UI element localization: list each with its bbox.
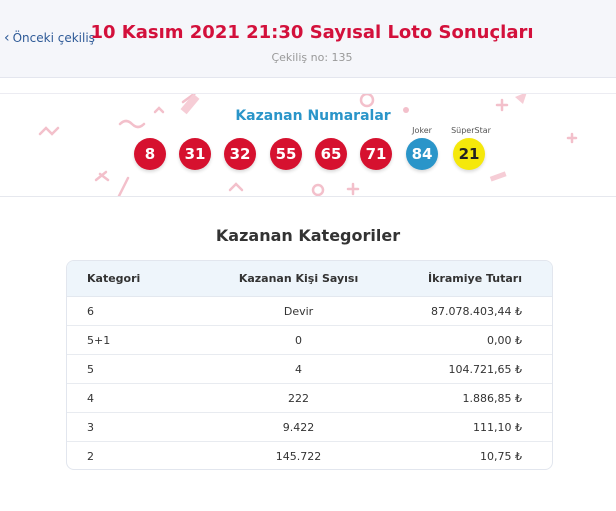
prize-categories-table: Kategori Kazanan Kişi Sayısı İkramiye Tu… xyxy=(66,260,553,470)
previous-draw-label: Önceki çekiliş xyxy=(12,31,95,45)
winning-numbers-heading: Kazanan Numaralar xyxy=(235,108,391,124)
cell-prize-amount: 1.886,85 ₺ xyxy=(462,391,522,405)
cell-category: 3 xyxy=(87,420,94,434)
table-row: 4 222 1.886,85 ₺ xyxy=(67,384,552,413)
header-prize-amount: İkramiye Tutarı xyxy=(428,272,522,285)
joker-ball: 84 xyxy=(406,138,438,170)
cell-winner-count: 222 xyxy=(288,391,310,405)
winning-ball-5: 65 xyxy=(315,138,347,170)
cell-category: 6 xyxy=(87,304,94,318)
winning-ball-6: 71 xyxy=(360,138,392,170)
winning-ball-2: 31 xyxy=(179,138,211,170)
cell-winner-count: 4 xyxy=(295,362,303,376)
cell-prize-amount: 87.078.403,44 ₺ xyxy=(431,304,522,318)
winning-ball-3: 32 xyxy=(224,138,256,170)
winning-numbers-panel: Kazanan Numaralar 8 31 32 55 65 71 Joker… xyxy=(0,93,616,197)
page-title: 10 Kasım 2021 21:30 Sayısal Loto Sonuçla… xyxy=(90,22,534,43)
cell-prize-amount: 111,10 ₺ xyxy=(473,420,522,434)
cell-prize-amount: 104.721,65 ₺ xyxy=(448,362,522,376)
cell-winner-count: Devir xyxy=(283,304,314,318)
joker-label: Joker xyxy=(412,126,432,135)
superstar-label: SüperStar xyxy=(451,126,491,135)
categories-title: Kazanan Kategoriler xyxy=(215,226,401,245)
previous-draw-link[interactable]: ‹ Önceki çekiliş xyxy=(4,31,95,45)
draw-number: Çekiliş no: 135 xyxy=(271,51,353,64)
winning-ball-1: 8 xyxy=(134,138,166,170)
table-row: 5+1 0 0,00 ₺ xyxy=(67,326,552,355)
table-row: 2 145.722 10,75 ₺ xyxy=(67,442,552,469)
cell-winner-count: 0 xyxy=(295,333,303,347)
cell-winner-count: 145.722 xyxy=(275,450,322,463)
superstar-ball: 21 xyxy=(453,138,485,170)
cell-category: 5+1 xyxy=(87,333,111,347)
header-bar: ‹ Önceki çekiliş 10 Kasım 2021 21:30 Say… xyxy=(0,0,616,78)
header-category: Kategori xyxy=(87,272,141,285)
chevron-left-icon: ‹ xyxy=(4,30,10,46)
table-row: 5 4 104.721,65 ₺ xyxy=(67,355,552,384)
cell-category: 5 xyxy=(87,362,94,376)
table-row: 3 9.422 111,10 ₺ xyxy=(67,413,552,442)
cell-category: 2 xyxy=(87,450,94,463)
header-winner-count: Kazanan Kişi Sayısı xyxy=(238,272,359,285)
cell-category: 4 xyxy=(87,391,94,405)
cell-winner-count: 9.422 xyxy=(282,420,315,434)
table-header: Kategori Kazanan Kişi Sayısı İkramiye Tu… xyxy=(67,261,552,297)
winning-ball-4: 55 xyxy=(270,138,302,170)
table-row: 6 Devir 87.078.403,44 ₺ xyxy=(67,297,552,326)
cell-prize-amount: 10,75 ₺ xyxy=(480,450,522,463)
cell-prize-amount: 0,00 ₺ xyxy=(487,333,522,347)
